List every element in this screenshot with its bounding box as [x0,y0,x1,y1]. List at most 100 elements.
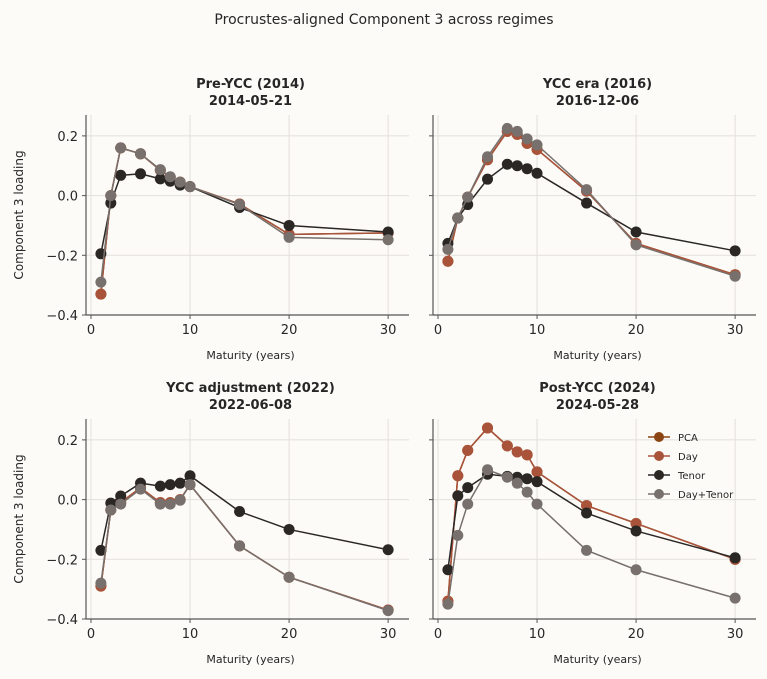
series-day [95,142,394,300]
data-point [115,169,127,181]
series-line [100,173,389,254]
x-tick-label: 0 [434,323,442,338]
x-axis-label: Maturity (years) [553,653,641,666]
data-point [283,571,295,583]
data-point [164,498,176,510]
data-point [135,483,147,495]
data-point [154,164,166,176]
x-tick-label: 20 [628,323,645,338]
x-tick-label: 20 [628,627,645,642]
data-point [382,234,394,246]
data-point [184,181,196,193]
y-axis-label: Component 3 loading [12,454,26,583]
x-tick-label: 0 [434,627,442,642]
y-tick-label: −0.2 [46,249,78,264]
data-point [501,122,513,134]
data-point [115,142,127,154]
data-point [729,245,741,257]
data-point [581,197,593,209]
data-point [462,191,474,203]
data-point [482,464,494,476]
panel-date: 2024-05-28 [556,398,639,413]
data-point [174,494,186,506]
series-line [100,146,389,283]
data-point [581,544,593,556]
legend-marker [654,432,664,442]
legend: PCA Day Tenor Day+Tenor [648,432,734,501]
series-day-plus-tenor [442,464,741,610]
data-point [511,446,523,458]
data-point [630,525,642,537]
data-point [630,239,642,251]
data-point [511,160,523,172]
legend-label: Day+Tenor [678,490,734,501]
data-point [184,479,196,491]
data-point [442,564,454,576]
panel-1: Pre-YCC (2014) 2014-05-21 0 10 20 30 0.2 0.0 −0.… [12,77,409,362]
series-day-plus-tenor [95,479,394,617]
data-point [511,125,523,137]
x-tick-label: 0 [87,323,95,338]
data-point [729,592,741,604]
data-point [729,552,741,564]
figure-title: Procrustes-aligned Component 3 across re… [214,12,553,28]
series-tenor [95,470,394,556]
data-point [115,498,127,510]
data-point [135,148,147,160]
x-axis-label: Maturity (years) [206,653,294,666]
data-point [283,523,295,535]
data-point [482,422,494,434]
data-point [95,577,107,589]
panel-title: Pre-YCC (2014) [196,77,305,92]
data-point [482,173,494,185]
data-point [462,498,474,510]
panel-title: YCC adjustment (2022) [165,381,335,396]
x-axis-label: Maturity (years) [206,349,294,362]
data-point [184,470,196,482]
data-point [105,190,117,202]
series-pca [95,142,394,300]
data-point [174,477,186,489]
data-point [521,486,533,498]
y-tick-label: −0.4 [46,613,78,628]
data-point [511,477,523,489]
panel-title: YCC era (2016) [542,77,652,92]
data-point [501,440,513,452]
data-point [452,470,464,482]
legend-marker [654,470,664,480]
x-tick-label: 30 [727,627,744,642]
data-point [382,544,394,556]
data-point [154,480,166,492]
data-point [531,498,543,510]
panel-3: YCC adjustment (2022) 2022-06-08 0 10 20 30 0.… [12,381,409,666]
data-point [521,163,533,175]
y-tick-label: −0.4 [46,309,78,324]
x-tick-label: 0 [87,627,95,642]
data-point [442,598,454,610]
data-point [234,540,246,552]
legend-label: Tenor [677,471,706,482]
series-tenor [442,468,741,576]
data-point [521,473,533,485]
x-tick-label: 20 [281,627,298,642]
y-tick-label: 0.0 [57,494,78,509]
series-line [447,473,736,570]
data-point [135,168,147,180]
panel-date: 2022-06-08 [209,398,292,413]
y-tick-label: 0.2 [57,130,78,145]
data-point [462,482,474,494]
data-point [482,151,494,163]
panel-date: 2016-12-06 [556,94,639,109]
data-point [581,507,593,519]
legend-label: Day [678,452,698,463]
data-point [164,479,176,491]
data-point [382,226,394,238]
data-point [531,139,543,151]
data-point [174,176,186,188]
x-tick-label: 10 [529,627,546,642]
data-point [630,564,642,576]
data-point [442,243,454,255]
data-point [501,158,513,170]
data-point [95,276,107,288]
data-point [581,184,593,196]
